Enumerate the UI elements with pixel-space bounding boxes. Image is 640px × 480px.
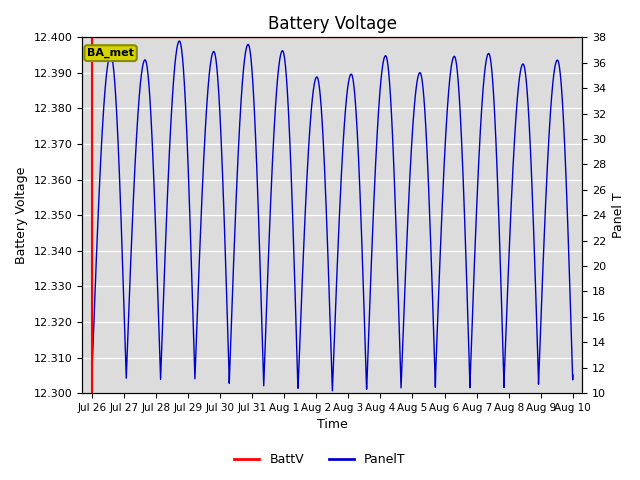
Legend: BattV, PanelT: BattV, PanelT <box>229 448 411 471</box>
X-axis label: Time: Time <box>317 419 348 432</box>
Y-axis label: Panel T: Panel T <box>612 192 625 238</box>
Y-axis label: Battery Voltage: Battery Voltage <box>15 167 28 264</box>
Title: Battery Voltage: Battery Voltage <box>268 15 397 33</box>
Text: BA_met: BA_met <box>87 48 134 58</box>
